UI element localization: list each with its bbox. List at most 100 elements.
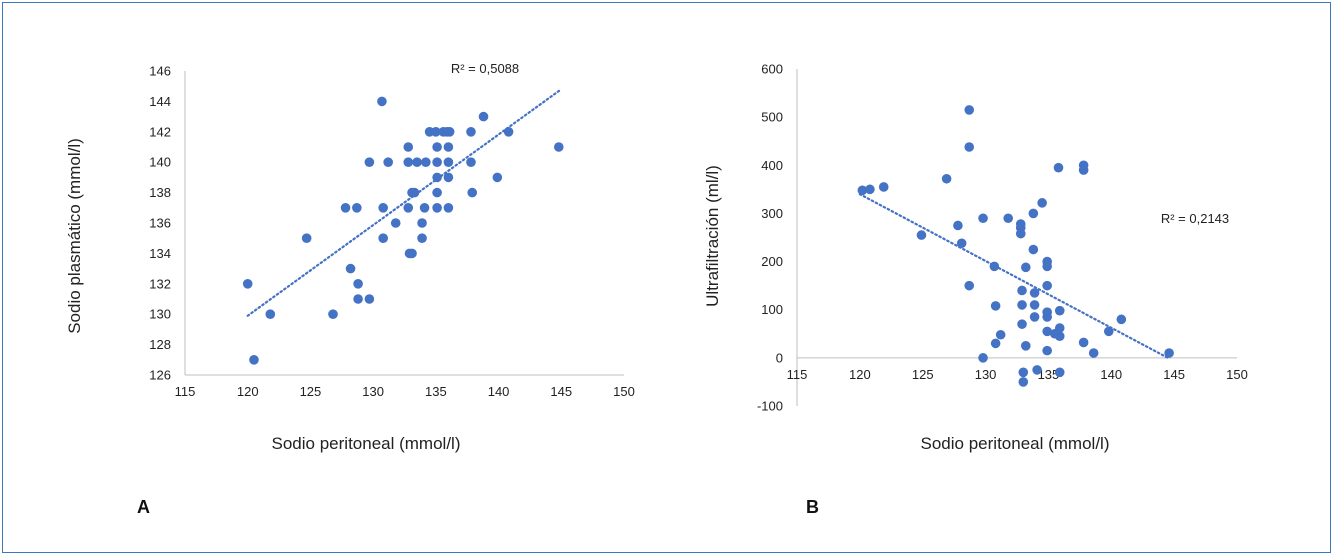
chart-a-data-point: [417, 233, 427, 243]
chart-b-data-point: [1054, 305, 1065, 316]
chart-b-x-axis-label: Sodio peritoneal (mmol/l): [921, 434, 1110, 453]
chart-b-data-point: [1042, 326, 1052, 337]
chart-a-y-tick-label: 142: [149, 124, 171, 139]
chart-a-data-point: [403, 203, 414, 213]
chart-b-y-tick-label: 400: [761, 158, 783, 173]
chart-b-data-point: [878, 182, 889, 192]
chart-a-data-point: [478, 111, 489, 122]
panel-label-b: B: [806, 497, 819, 517]
chart-a-data-point: [492, 172, 503, 183]
chart-b-data-point: [1018, 377, 1029, 387]
chart-b-data-point: [978, 353, 988, 363]
chart-a-data-point: [431, 127, 441, 137]
chart-a-data-point: [466, 127, 476, 137]
chart-a-data-point: [467, 187, 478, 198]
chart-b-x-tick-label: 120: [849, 367, 871, 382]
chart-b-y-tick-label: 600: [761, 62, 783, 77]
chart-b-data-point: [1103, 326, 1114, 337]
chart-b-y-tick-label: 0: [776, 350, 783, 365]
chart-a-data-point: [407, 248, 417, 259]
chart-a-data-point: [432, 142, 442, 152]
chart-a-x-tick-label: 135: [425, 384, 447, 399]
chart-a-data-point: [421, 157, 431, 167]
chart-a-data-point: [265, 309, 276, 320]
chart-b-x-tick-label: 140: [1100, 367, 1122, 382]
chart-a-data-point: [403, 142, 414, 152]
chart-b-data-point: [1029, 312, 1040, 322]
chart-b-data-point: [1164, 348, 1174, 358]
chart-a-data-point: [353, 279, 363, 289]
chart-a-data-point: [409, 187, 420, 198]
chart-b-data-point: [1017, 300, 1027, 310]
chart-a-y-tick-label: 134: [149, 246, 171, 261]
chart-a-x-tick-label: 120: [237, 384, 259, 399]
chart-a-data-point: [364, 294, 375, 304]
chart-a-y-tick-label: 140: [149, 155, 171, 170]
chart-b-data-point: [1021, 341, 1031, 351]
chart-b-data-point: [1029, 300, 1040, 310]
chart-b-r2-annotation: R² = 0,2143: [1161, 211, 1229, 226]
chart-a-y-tick-label: 132: [149, 276, 171, 291]
chart-a-x-tick-label: 150: [613, 384, 635, 399]
chart-b-data-point: [1054, 323, 1065, 333]
chart-a-data-point: [364, 157, 375, 167]
chart-a-y-tick-label: 130: [149, 307, 171, 322]
chart-b-data-point: [1003, 213, 1013, 224]
chart-a-y-tick-label: 136: [149, 216, 171, 231]
chart-a-data-point: [412, 157, 422, 167]
chart-b-y-tick-label: 300: [761, 206, 783, 221]
chart-a-data-point: [443, 203, 454, 213]
chart-b-x-tick-label: 150: [1226, 367, 1248, 382]
chart-a-x-tick-label: 130: [362, 384, 384, 399]
chart-b-data-point: [1042, 345, 1052, 356]
chart-a-trendline: [246, 88, 563, 317]
chart-a-data-point: [432, 203, 442, 213]
chart-a-y-tick-label: 126: [149, 368, 171, 383]
chart-a-x-tick-label: 125: [300, 384, 322, 399]
chart-a-data-point: [242, 279, 253, 289]
chart-a-x-tick-label: 140: [488, 384, 510, 399]
chart-b-data-point: [995, 329, 1006, 340]
chart-b-data-point: [1021, 262, 1031, 273]
chart-b-data-point: [1116, 314, 1127, 325]
chart-a-data-point: [249, 355, 259, 365]
chart-a-data-point: [345, 263, 356, 274]
chart-a-data-point: [553, 142, 564, 152]
chart-b-data-point: [964, 105, 975, 115]
chart-b-data-point: [953, 220, 963, 231]
chart-b-data-point: [964, 280, 975, 291]
chart-b-data-point: [1042, 312, 1052, 322]
chart-a-y-tick-label: 144: [149, 94, 171, 109]
chart-b-data-point: [1078, 165, 1089, 175]
chart-b-data-point: [956, 238, 967, 249]
chart-b-data-point: [1017, 285, 1027, 296]
chart-a-x-tick-label: 145: [550, 384, 572, 399]
chart-a-data-point: [503, 127, 514, 137]
chart-a-data-point: [432, 157, 442, 167]
chart-b-data-point: [1029, 288, 1040, 298]
chart-a-data-point: [419, 203, 430, 213]
chart-b-x-tick-label: 130: [975, 367, 997, 382]
chart-a-data-point: [353, 294, 363, 304]
chart-b-data-point: [916, 230, 927, 240]
chart-a-r2-annotation: R² = 0,5088: [451, 61, 519, 76]
chart-b-y-tick-label: 500: [761, 110, 783, 125]
chart-a-data-point: [378, 233, 388, 243]
chart-b-x-tick-label: 125: [912, 367, 934, 382]
chart-a-data-point: [328, 309, 338, 320]
chart-a-x-axis-label: Sodio peritoneal (mmol/l): [272, 434, 461, 453]
chart-b-data-point: [1042, 280, 1052, 291]
chart-a-x-tick-label: 115: [175, 384, 196, 399]
chart-b-data-point: [1042, 261, 1052, 272]
chart-b-data-point: [1054, 367, 1065, 378]
chart-a-data-point: [301, 233, 312, 243]
chart-a-data-point: [383, 157, 393, 167]
chart-b-data-point: [941, 173, 952, 184]
chart-a-data-point: [378, 203, 388, 213]
chart-b-data-point: [865, 184, 875, 195]
chart-b-data-point: [1078, 337, 1089, 348]
chart-b-data-point: [1032, 365, 1042, 375]
chart-b-data-point: [1028, 244, 1039, 255]
